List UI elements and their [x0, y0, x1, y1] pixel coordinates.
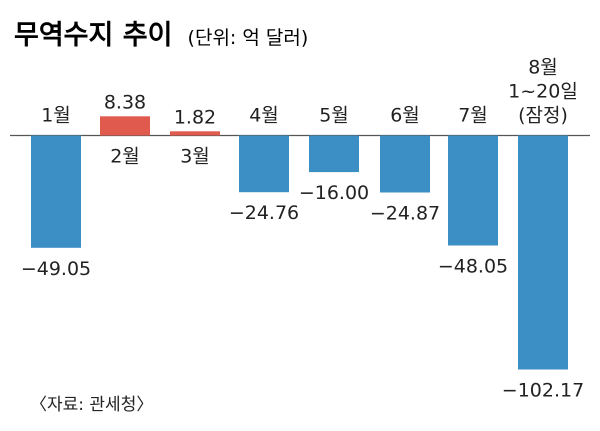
value-label-4: −24.76 [229, 202, 299, 224]
category-label-4: 4월 [249, 105, 279, 127]
category-label-5: 5월 [319, 105, 349, 127]
value-label-3: 1.82 [174, 106, 216, 128]
value-label-6: −24.87 [370, 203, 440, 225]
bar-4 [239, 135, 289, 193]
chart-title-text: 무역수지 추이 [14, 20, 172, 51]
category-label-1-line-1: 1월 [41, 105, 71, 127]
bar-5 [309, 135, 359, 173]
category-label-1: 1월 [41, 105, 71, 127]
bar-3 [170, 131, 220, 136]
value-label-7: −48.05 [438, 256, 508, 278]
chart-title: 무역수지 추이 (단위: 억 달러) [14, 20, 308, 51]
bar-1 [31, 135, 81, 248]
category-label-7-line-1: 7월 [458, 105, 488, 127]
category-label-4-line-1: 4월 [249, 105, 279, 127]
bar-8 [518, 135, 568, 370]
value-label-5: −16.00 [299, 182, 369, 204]
category-label-2-line-1: 2월 [110, 146, 140, 168]
source-note: 〈자료: 관세청〉 [30, 395, 153, 415]
category-label-2: 2월 [110, 146, 140, 168]
category-label-6: 6월 [390, 105, 420, 127]
bar-6 [380, 135, 430, 193]
value-label-8: −102.17 [502, 380, 584, 402]
category-label-7: 7월 [458, 105, 488, 127]
chart-marks: −49.05 1월 8.38 2월 1.82 3월 −24.76 4월 −16.00 5월 −24.… [21, 57, 584, 402]
category-label-8-line-1: 8월 [528, 57, 558, 79]
chart-unit: (단위: 억 달러) [188, 27, 309, 49]
value-label-1: −49.05 [21, 258, 91, 280]
category-label-5-line-1: 5월 [319, 105, 349, 127]
category-label-8-line-2: 1~20일 [508, 81, 578, 103]
category-label-8: 8월 1~20일 (잠정) [508, 57, 578, 127]
category-label-6-line-1: 6월 [390, 105, 420, 127]
category-label-3: 3월 [180, 146, 210, 168]
value-label-2: 8.38 [104, 91, 146, 113]
bar-7 [448, 135, 498, 246]
category-label-3-line-1: 3월 [180, 146, 210, 168]
category-label-8-line-3: (잠정) [518, 105, 568, 127]
bar-2 [100, 116, 150, 136]
